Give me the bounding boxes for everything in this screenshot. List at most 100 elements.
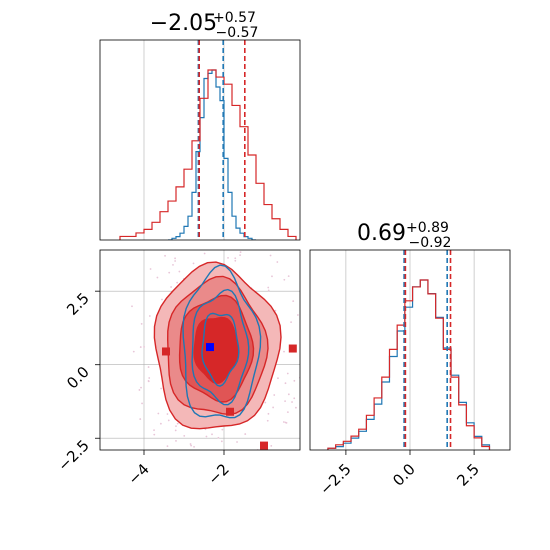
sample-point xyxy=(290,321,292,324)
sample-point xyxy=(273,394,276,396)
panel-top-left: −2.05 +0.57 −0.57 xyxy=(99,7,301,241)
title-bottom-right: 0.69 +0.89 −0.92 xyxy=(357,217,454,251)
sample-point xyxy=(271,275,273,278)
blue-contour-level-1 xyxy=(191,288,250,406)
title-top-left: −2.05 +0.57 −0.57 xyxy=(150,7,261,41)
sample-point xyxy=(175,425,177,428)
histogram-series-0 xyxy=(168,69,256,240)
sample-point xyxy=(282,421,285,423)
sample-point xyxy=(203,458,205,460)
sample-point xyxy=(274,309,277,312)
sample-point xyxy=(140,386,142,389)
axes-frame-bottom-left xyxy=(99,249,301,451)
sample-point xyxy=(239,254,242,257)
panel-bottom-right: 0.69 +0.89 −0.92 −2.5 0.0 2.5 xyxy=(309,217,511,499)
histogram-series-0 xyxy=(327,279,491,450)
sample-point xyxy=(182,452,184,454)
red-contours xyxy=(153,261,282,430)
y-tick-label: −2.5 xyxy=(54,436,92,474)
sample-point xyxy=(287,393,290,396)
title-minus: −0.92 xyxy=(409,235,452,251)
sample-point xyxy=(138,389,141,391)
sample-point xyxy=(178,270,181,273)
markers xyxy=(162,343,297,450)
sample-point xyxy=(182,242,184,244)
sample-point xyxy=(203,457,205,459)
sample-point xyxy=(156,276,159,279)
sample-point xyxy=(221,428,224,431)
sample-point xyxy=(139,346,142,348)
sample-point xyxy=(211,433,213,436)
sample-point xyxy=(295,406,297,409)
quantile-lines-top-left xyxy=(197,40,246,240)
sample-point xyxy=(267,412,270,415)
sample-point xyxy=(272,406,275,409)
x-tick-label: −2.5 xyxy=(316,460,354,498)
red-outlier-marker xyxy=(288,344,297,353)
sample-point xyxy=(284,382,287,385)
panel-bottom-left: −4 −2 −2.5 0.0 2.5 xyxy=(54,235,315,488)
sample-point xyxy=(167,419,170,422)
title-minus: −0.57 xyxy=(216,25,259,41)
y-tick-label: 0.0 xyxy=(63,363,93,393)
sample-point xyxy=(267,286,270,289)
sample-point xyxy=(216,246,218,248)
sample-point xyxy=(147,366,150,368)
red-outlier-marker xyxy=(226,407,234,416)
sample-point xyxy=(234,259,237,262)
sample-point xyxy=(172,263,174,266)
sample-point xyxy=(168,271,171,274)
sample-point xyxy=(293,379,296,382)
sample-point xyxy=(183,434,186,437)
sample-point xyxy=(174,260,177,262)
sample-point xyxy=(277,377,279,380)
sample-point xyxy=(147,380,150,383)
title-plus: +0.89 xyxy=(406,220,449,236)
sample-point xyxy=(286,372,289,375)
sample-point xyxy=(224,235,226,237)
sample-point xyxy=(166,413,169,415)
histograms-bottom-right xyxy=(327,279,491,450)
quantile-lines-bottom-right xyxy=(403,250,452,450)
sample-point xyxy=(283,278,286,281)
sample-point xyxy=(296,314,299,316)
sample-point xyxy=(170,286,173,288)
title-value: 0.69 xyxy=(357,221,406,246)
x-tick-label: −4 xyxy=(124,460,152,488)
sample-point xyxy=(301,372,303,374)
sample-point xyxy=(190,444,193,447)
histogram-series-1 xyxy=(327,279,491,450)
sample-point xyxy=(250,457,252,459)
x-tick-label: 2.5 xyxy=(453,460,483,490)
sample-point xyxy=(153,429,155,432)
sample-point xyxy=(132,350,135,353)
sample-point xyxy=(166,445,169,448)
grid-bottom-right xyxy=(345,250,475,450)
histogram-series-1 xyxy=(119,69,297,240)
sample-point xyxy=(264,401,267,404)
blue-median-marker xyxy=(206,343,214,352)
sample-point xyxy=(313,358,315,360)
sample-point xyxy=(143,345,145,348)
sample-point xyxy=(220,440,223,443)
sample-point xyxy=(176,422,179,425)
sample-point xyxy=(284,400,286,403)
sample-point xyxy=(227,256,229,259)
sample-point xyxy=(192,262,195,265)
x-tick-label: 0.0 xyxy=(389,460,419,490)
sample-point xyxy=(293,397,296,400)
y-ticks-bottom-left: −2.5 0.0 2.5 xyxy=(54,289,100,475)
sample-point xyxy=(266,419,269,422)
sample-point xyxy=(311,353,313,355)
sample-point xyxy=(228,462,230,464)
sample-point xyxy=(193,445,195,448)
sample-point xyxy=(244,433,247,435)
sample-point xyxy=(283,350,285,353)
sample-point xyxy=(189,443,192,445)
sample-point xyxy=(148,377,151,379)
sample-point xyxy=(234,257,237,260)
sample-point xyxy=(176,281,179,284)
y-tick-label: 2.5 xyxy=(63,289,93,319)
sample-point xyxy=(292,300,295,303)
